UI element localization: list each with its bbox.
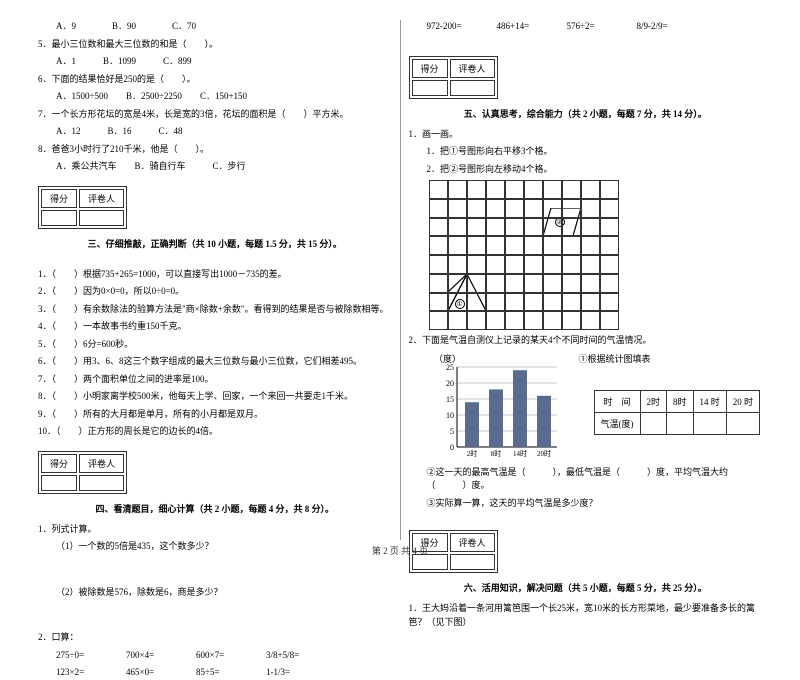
q6: 6．下面的结果恰好是250的是（ ）。 <box>38 73 392 87</box>
q7-options: A．12 B．16 C．48 <box>38 125 392 139</box>
grid-diagram: ① ② <box>429 180 619 330</box>
q8: 8．爸爸3小时行了210千米，他是（ ）。 <box>38 143 392 157</box>
s6-q1: 1．王大妈沿着一条河用篱笆围一个长25米，宽10米的长方形菜地，最少要准备多长的… <box>409 602 763 629</box>
svg-text:14时: 14时 <box>513 449 527 458</box>
calc-row-3: 972-200=486+14=576÷2=8/9-2/9= <box>409 20 763 34</box>
s3-item: 4．（ ）一本故事书约重150千克。 <box>38 320 392 334</box>
section4-title: 四、看清题目，细心计算（共 2 小题，每题 4 分，共 8 分）。 <box>38 502 392 515</box>
score-box-3: 得分评卷人 <box>38 186 127 229</box>
s4-q2: 2．口算： <box>38 631 392 645</box>
q5-options: A．1 B．1099 C．899 <box>38 55 392 69</box>
svg-text:10: 10 <box>446 411 454 420</box>
s4-q1: 1．列式计算。 <box>38 523 392 537</box>
svg-text:0: 0 <box>450 443 454 452</box>
q7: 7．一个长方形花坛的宽是4米，长是宽的3倍，花坛的面积是（ ）平方米。 <box>38 108 392 122</box>
svg-text:8时: 8时 <box>490 449 501 458</box>
s3-item: 8．（ ）小明家离学校500米，他每天上学、回家，一个来回一共要走1千米。 <box>38 390 392 404</box>
svg-text:15: 15 <box>446 395 454 404</box>
q6-options: A．1500÷500 B．2500÷2250 C．150+150 <box>38 90 392 104</box>
s3-item: 5．（ ）6分=600秒。 <box>38 338 392 352</box>
calc-row-2: 123×2=465×0=85÷5=1-1/3= <box>38 666 392 680</box>
svg-text:2时: 2时 <box>466 449 477 458</box>
section3-title: 三、仔细推敲，正确判断（共 10 小题，每题 1.5 分，共 15 分）。 <box>38 237 392 250</box>
s3-item: 3．（ ）有余数除法的验算方法是"商×除数+余数"。看得到的结果是否与被除数相等… <box>38 303 392 317</box>
chart-table: 时 间2时8时14 时20 时 气温(度) <box>594 390 761 435</box>
s3-item: 6．（ ）用3、6、8这三个数字组成的最大三位数与最小三位数，它们相差495。 <box>38 355 392 369</box>
score-box-4: 得分评卷人 <box>38 451 127 494</box>
calc-row-1: 275÷0=700×4=600×7=3/8+5/8= <box>38 649 392 663</box>
svg-text:25: 25 <box>446 363 454 372</box>
s5-q2c: ③实际算一算，这天的平均气温是多少度？ <box>409 497 763 511</box>
s5-q1a: 1．把①号图形向右平移3个格。 <box>409 145 763 159</box>
svg-text:20: 20 <box>446 379 454 388</box>
s3-item: 1．（ ）根据735+265=1000，可以直接写出1000－735的差。 <box>38 268 392 282</box>
section5-title: 五、认真思考，综合能力（共 2 小题，每题 7 分，共 14 分）。 <box>409 107 763 120</box>
q4-options: A．9 B．90 C．70 <box>38 20 392 34</box>
q5: 5．最小三位数和最大三位数的和是（ ）。 <box>38 38 392 52</box>
chart-table-title: ①根据统计图填表 <box>579 352 761 365</box>
score-box-5: 得分评卷人 <box>409 56 498 99</box>
s3-item: 9．（ ）所有的大月都是单月，所有的小月都是双月。 <box>38 408 392 422</box>
s3-item: 10．（ ）正方形的周长是它的边长的4倍。 <box>38 425 392 439</box>
s5-q1: 1．画一画。 <box>409 128 763 142</box>
temperature-chart: （度）25201510502时8时14时20时 <box>429 352 569 462</box>
page-footer: 第 2 页 共 4 页 <box>0 544 800 557</box>
q8-options: A．乘公共汽车 B．骑自行车 C．步行 <box>38 160 392 174</box>
s5-q1b: 2．把②号图形向左移动4个格。 <box>409 163 763 177</box>
s4-q1b: （2）被除数是576，除数是6，商是多少？ <box>38 586 392 600</box>
svg-text:20时: 20时 <box>537 449 551 458</box>
s5-q2: 2．下面是气温自测仪上记录的某天4个不同时间的气温情况。 <box>409 334 763 348</box>
section6-title: 六、活用知识，解决问题（共 5 小题，每题 5 分，共 25 分）。 <box>409 581 763 594</box>
s3-item: 2．（ ）因为0×0=0，所以0÷0=0。 <box>38 285 392 299</box>
svg-text:5: 5 <box>450 427 454 436</box>
s3-item: 7．（ ）两个面积单位之间的进率是100。 <box>38 373 392 387</box>
s5-q2b: ②这一天的最高气温是（ ），最低气温是（ ）度，平均气温大约（ ）度。 <box>409 466 763 493</box>
